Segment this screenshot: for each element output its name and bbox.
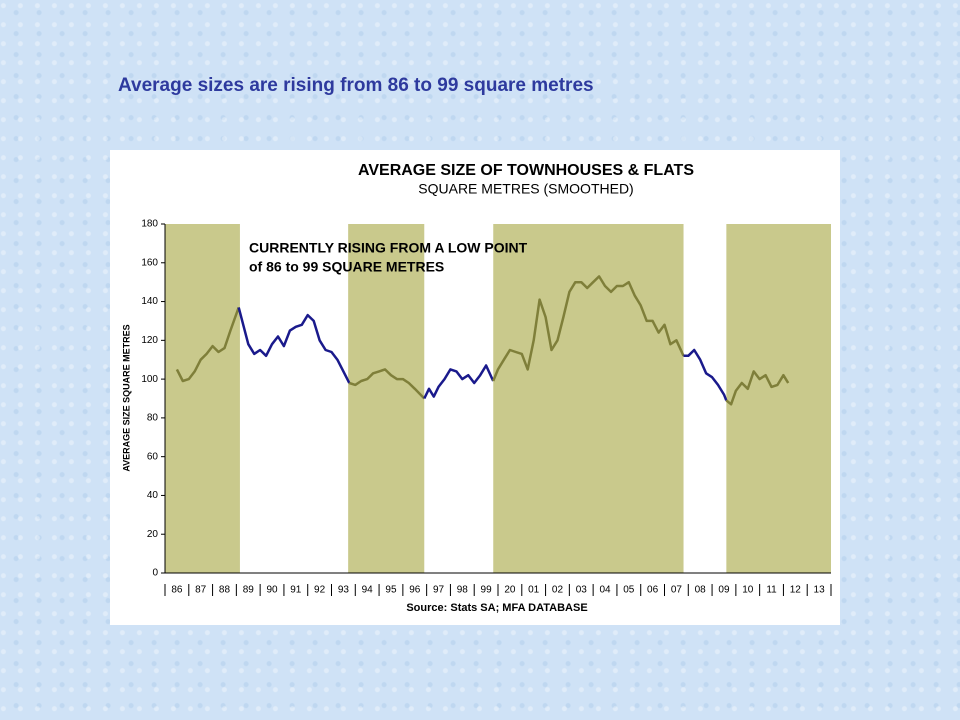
y-tick-label: 80 — [147, 413, 159, 424]
y-tick-label: 180 — [141, 219, 158, 230]
y-tick-label: 40 — [147, 490, 159, 501]
x-tick-label: 96 — [409, 585, 421, 596]
y-tick-label: 120 — [141, 335, 158, 346]
x-tick-label: 95 — [385, 585, 397, 596]
slide-heading: Average sizes are rising from 86 to 99 s… — [118, 75, 594, 96]
y-tick-label: 100 — [141, 374, 158, 385]
y-tick-label: 160 — [141, 257, 158, 268]
line-series — [683, 348, 728, 401]
chart-title: AVERAGE SIZE OF TOWNHOUSES & FLATS — [358, 162, 694, 179]
annotation: of 86 to 99 SQUARE METRES — [249, 259, 444, 275]
x-tick-label: 88 — [219, 585, 231, 596]
x-tick-label: 01 — [528, 585, 540, 596]
x-tick-label: 86 — [171, 585, 183, 596]
line-series — [423, 364, 495, 400]
x-tick-label: 87 — [195, 585, 207, 596]
annotation: CURRENTLY RISING FROM A LOW POINT — [249, 240, 528, 256]
x-tick-label: 12 — [790, 585, 802, 596]
y-tick-label: 0 — [152, 568, 158, 579]
x-tick-label: 89 — [243, 585, 255, 596]
x-tick-label: 94 — [362, 585, 374, 596]
x-tick-label: 04 — [599, 585, 611, 596]
shaded-band — [726, 224, 831, 573]
x-tick-label: 92 — [314, 585, 326, 596]
line-series — [492, 275, 685, 382]
x-tick-label: 20 — [504, 585, 516, 596]
x-tick-label: 10 — [742, 585, 754, 596]
x-tick-label: 90 — [266, 585, 278, 596]
x-tick-label: 02 — [552, 585, 564, 596]
y-tick-label: 60 — [147, 451, 159, 462]
line-series — [348, 368, 426, 400]
x-tick-label: 09 — [718, 585, 730, 596]
shaded-band — [493, 224, 684, 573]
x-tick-label: 99 — [481, 585, 493, 596]
line-series — [725, 370, 790, 406]
x-tick-label: 05 — [623, 585, 635, 596]
line-series — [175, 306, 240, 383]
shaded-band — [165, 224, 240, 573]
x-tick-label: 06 — [647, 585, 659, 596]
x-tick-label: 07 — [671, 585, 683, 596]
x-tick-label: 13 — [814, 585, 826, 596]
source: Source: Stats SA; MFA DATABASE — [406, 602, 587, 614]
x-tick-label: 91 — [290, 585, 302, 596]
x-tick-label: 97 — [433, 585, 445, 596]
line-series — [237, 307, 351, 384]
chart-subtitle: SQUARE METRES (SMOOTHED) — [418, 181, 633, 197]
x-tick-label: 03 — [576, 585, 588, 596]
shaded-band — [348, 224, 425, 573]
y-axis-label: AVERAGE SIZE SQUARE METRES — [121, 324, 131, 471]
x-tick-label: 93 — [338, 585, 350, 596]
y-tick-label: 140 — [141, 296, 158, 307]
x-tick-label: 98 — [457, 585, 469, 596]
x-tick-label: 11 — [766, 585, 777, 596]
y-tick-label: 20 — [147, 529, 159, 540]
x-tick-label: 08 — [695, 585, 707, 596]
